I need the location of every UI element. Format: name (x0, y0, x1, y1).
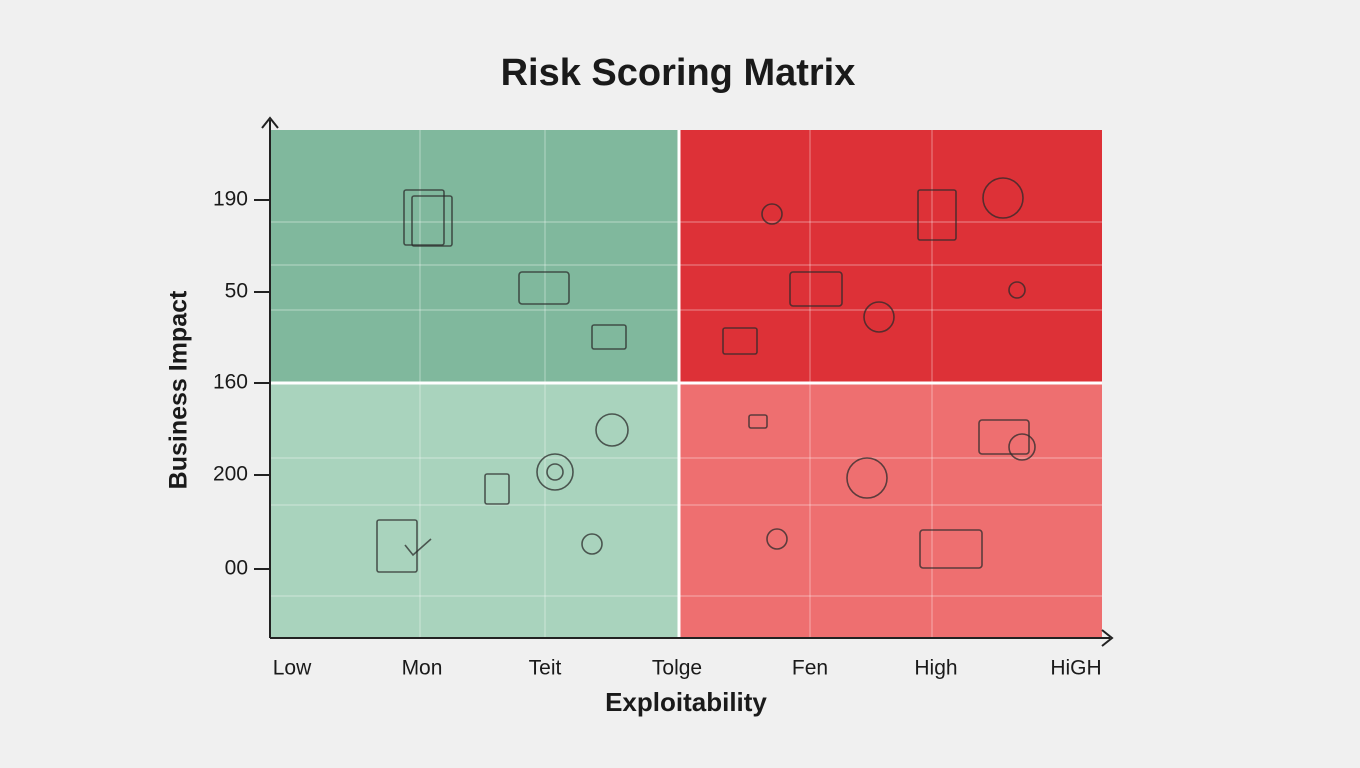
x-tick-label: Low (273, 657, 312, 680)
quadrant-high-low (679, 383, 1102, 638)
icons (376, 177, 1036, 573)
grid (270, 130, 1102, 638)
y-tick-label: 200 (213, 463, 248, 486)
title: Risk Scoring Matrix (501, 52, 856, 94)
quadrant-low-high (270, 130, 679, 383)
y-axis-label: Business Impact (165, 290, 193, 489)
y-tick-label: 00 (225, 557, 248, 580)
y-tick-label: 190 (213, 188, 248, 211)
y-tick-label: 160 (213, 371, 248, 394)
x-tick-label: Tolge (652, 657, 702, 680)
x-tick-label: Fen (792, 657, 828, 680)
axes (261, 116, 1114, 647)
quadrant-high-high (679, 130, 1102, 383)
quadrant-low-low (270, 383, 679, 638)
x-tick-label: HiGH (1050, 657, 1101, 680)
x-tick-label: Mon (402, 657, 443, 680)
x-tick-label: High (914, 657, 957, 680)
x-axis-label: Exploitability (605, 687, 767, 717)
x-tick-label: Teit (529, 657, 562, 680)
y-tick-label: 50 (225, 280, 248, 303)
